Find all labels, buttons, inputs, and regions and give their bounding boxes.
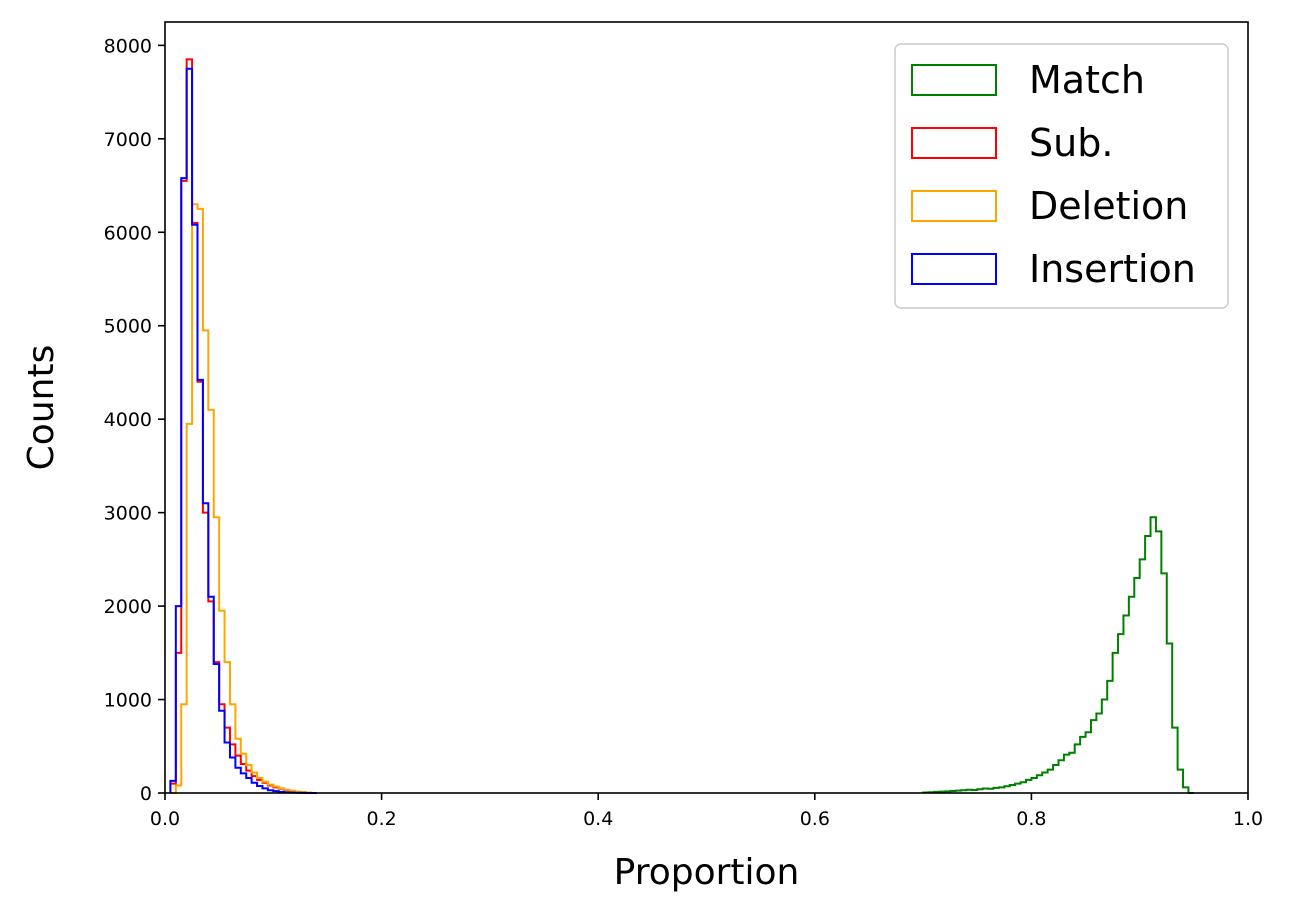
y-tick-label: 8000	[104, 35, 152, 57]
x-axis: 0.0 0.2 0.4 0.6 0.8 1.0	[150, 793, 1263, 830]
legend-swatch	[911, 253, 997, 285]
series-deletion	[170, 203, 317, 794]
y-tick-label: 7000	[104, 129, 152, 151]
x-tick-label: 1.0	[1233, 808, 1263, 830]
legend-item: Sub.	[911, 121, 1113, 165]
legend-label: Deletion	[1029, 184, 1188, 228]
legend-swatch	[911, 64, 997, 96]
x-tick-label: 0.2	[366, 808, 396, 830]
y-tick-label: 4000	[104, 409, 152, 431]
y-axis-title: Counts	[21, 345, 62, 471]
x-tick-label: 0.4	[583, 808, 613, 830]
legend-item: Match	[911, 58, 1145, 102]
series-match	[922, 516, 1194, 794]
x-tick-label: 0.8	[1016, 808, 1046, 830]
legend-item: Deletion	[911, 184, 1188, 228]
y-axis: 0 1000 2000 3000 4000 5000 6000 7000 8000	[104, 35, 165, 805]
axes-frame	[164, 21, 1249, 794]
x-tick-label: 0.6	[800, 808, 830, 830]
y-tick-label: 0	[140, 783, 152, 805]
x-axis-title: Proportion	[614, 852, 800, 893]
legend-swatch	[911, 190, 997, 222]
y-tick-label: 6000	[104, 222, 152, 244]
histogram-step-line	[170, 203, 317, 794]
y-tick-label: 3000	[104, 503, 152, 525]
legend-label: Match	[1029, 58, 1145, 102]
legend-label: Sub.	[1029, 121, 1113, 165]
y-tick-label: 5000	[104, 316, 152, 338]
legend-item: Insertion	[911, 247, 1196, 291]
legend: Match Sub. Deletion Insertion	[894, 43, 1229, 309]
histogram-step-line	[922, 516, 1194, 794]
y-tick-label: 2000	[104, 596, 152, 618]
plot-area	[169, 58, 1194, 794]
x-tick-label: 0.0	[150, 808, 180, 830]
legend-label: Insertion	[1029, 247, 1196, 291]
legend-box	[894, 43, 1229, 309]
legend-swatch	[911, 127, 997, 159]
y-tick-label: 1000	[104, 690, 152, 712]
